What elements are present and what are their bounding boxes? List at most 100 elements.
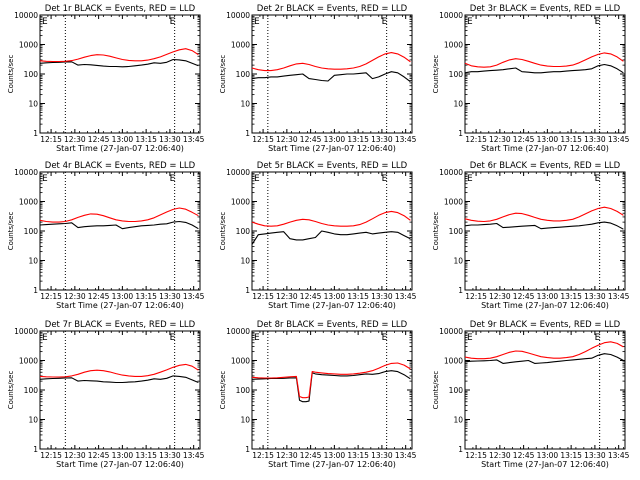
x-tick-label: 13:15 xyxy=(560,292,582,301)
corner-mark-left: E xyxy=(254,17,260,27)
x-tick-label: 13:15 xyxy=(347,135,369,144)
panel-title: Det 4r BLACK = Events, RED = LLD xyxy=(45,161,196,171)
corner-mark-right: E xyxy=(595,17,601,27)
x-tick-label: 12:45 xyxy=(300,135,322,144)
plot-frame xyxy=(251,330,413,450)
x-tick-label: 12:15 xyxy=(40,292,62,301)
x-tick-label: 12:15 xyxy=(40,135,62,144)
x-tick-label: 13:15 xyxy=(135,451,157,460)
x-tick-label: 12:45 xyxy=(300,292,322,301)
y-tick-label: 100 xyxy=(24,386,39,395)
x-tick-label: 13:45 xyxy=(608,451,630,460)
x-tick-label: 12:15 xyxy=(465,292,487,301)
y-tick-label: 100 xyxy=(449,70,464,79)
y-tick-label: 100 xyxy=(449,386,464,395)
series-line-lld xyxy=(464,341,624,360)
x-tick-label: 13:00 xyxy=(324,292,346,301)
y-tick-label: 10000 xyxy=(226,11,250,20)
y-tick-label: 1000 xyxy=(444,357,463,366)
x-tick-label: 13:00 xyxy=(537,292,559,301)
x-tick-label: 13:15 xyxy=(135,292,157,301)
x-tick-label: 13:00 xyxy=(112,292,134,301)
corner-mark-right: E xyxy=(595,333,601,343)
x-tick-label: 12:45 xyxy=(513,135,535,144)
corner-mark-right: E xyxy=(595,174,601,184)
x-tick-label: 13:30 xyxy=(584,135,606,144)
x-tick-label: 12:45 xyxy=(300,451,322,460)
x-axis-label: Start Time (27-Jan-07 12:06:40) xyxy=(268,301,396,310)
y-tick-label: 1 xyxy=(458,286,463,295)
y-tick-label: 10 xyxy=(240,100,250,109)
x-tick-label: 13:45 xyxy=(608,135,630,144)
plot-frame xyxy=(464,330,626,450)
x-axis-label: Start Time (27-Jan-07 12:06:40) xyxy=(481,144,609,153)
x-tick-label: 13:00 xyxy=(537,451,559,460)
y-tick-label: 1 xyxy=(245,286,250,295)
panel-title: Det 2r BLACK = Events, RED = LLD xyxy=(257,4,408,14)
x-tick-label: 12:45 xyxy=(88,451,110,460)
y-axis-label: Counts/sec xyxy=(7,55,15,94)
plot-frame xyxy=(39,14,201,134)
corner-mark-left: E xyxy=(42,333,48,343)
x-tick-label: 13:30 xyxy=(159,135,181,144)
corner-mark-right: E xyxy=(170,17,176,27)
x-tick-label: 12:30 xyxy=(64,135,86,144)
x-tick-label: 13:15 xyxy=(135,135,157,144)
x-tick-label: 13:45 xyxy=(395,451,417,460)
panel-title: Det 3r BLACK = Events, RED = LLD xyxy=(470,4,621,14)
series-line-lld xyxy=(39,363,199,378)
x-tick-label: 13:30 xyxy=(159,451,181,460)
corner-mark-left: E xyxy=(467,174,473,184)
corner-mark-left: E xyxy=(254,333,260,343)
detector-panel: Det 9r BLACK = Events, RED = LLD E E 1 10 100… xyxy=(432,320,630,469)
y-tick-label: 10 xyxy=(28,257,38,266)
y-tick-label: 1 xyxy=(33,445,38,454)
series-line-events xyxy=(39,58,199,68)
y-tick-label: 10 xyxy=(453,416,463,425)
y-tick-label: 10000 xyxy=(226,168,250,177)
x-tick-label: 12:30 xyxy=(64,292,86,301)
x-tick-label: 12:15 xyxy=(465,451,487,460)
series-line-events xyxy=(464,221,624,230)
x-tick-label: 13:00 xyxy=(324,135,346,144)
corner-mark-right: E xyxy=(382,333,388,343)
y-tick-label: 100 xyxy=(236,70,251,79)
plot-frame xyxy=(464,14,626,134)
y-tick-label: 10 xyxy=(240,257,250,266)
y-tick-label: 1000 xyxy=(231,198,250,207)
y-axis-label: Counts/sec xyxy=(219,55,227,94)
x-axis-label: Start Time (27-Jan-07 12:06:40) xyxy=(481,301,609,310)
x-axis-label: Start Time (27-Jan-07 12:06:40) xyxy=(268,460,396,469)
x-tick-label: 13:45 xyxy=(183,292,205,301)
x-tick-label: 12:45 xyxy=(88,135,110,144)
y-tick-label: 100 xyxy=(24,227,39,236)
y-tick-label: 10000 xyxy=(439,327,463,336)
y-axis-label: Counts/sec xyxy=(7,212,15,251)
panel-title: Det 8r BLACK = Events, RED = LLD xyxy=(257,320,408,330)
y-tick-label: 1000 xyxy=(19,357,38,366)
series-line-lld xyxy=(251,362,411,399)
x-axis-label: Start Time (27-Jan-07 12:06:40) xyxy=(56,301,184,310)
y-axis-label: Counts/sec xyxy=(219,212,227,251)
x-tick-label: 13:15 xyxy=(347,451,369,460)
x-axis-label: Start Time (27-Jan-07 12:06:40) xyxy=(268,144,396,153)
x-tick-label: 13:45 xyxy=(395,135,417,144)
series-line-lld xyxy=(464,52,624,68)
y-tick-label: 1000 xyxy=(444,198,463,207)
y-axis-label: Counts/sec xyxy=(432,371,440,410)
x-tick-label: 12:30 xyxy=(276,135,298,144)
x-tick-label: 12:30 xyxy=(276,451,298,460)
y-tick-label: 100 xyxy=(236,227,251,236)
series-line-events xyxy=(251,71,411,83)
y-tick-label: 10 xyxy=(453,257,463,266)
y-tick-label: 10000 xyxy=(226,327,250,336)
corner-mark-left: E xyxy=(42,17,48,27)
x-tick-label: 13:00 xyxy=(537,135,559,144)
x-tick-label: 13:15 xyxy=(560,135,582,144)
corner-mark-left: E xyxy=(467,17,473,27)
series-line-lld xyxy=(251,210,411,227)
x-tick-label: 13:30 xyxy=(371,135,393,144)
series-line-events xyxy=(39,375,199,384)
x-tick-label: 13:00 xyxy=(112,451,134,460)
